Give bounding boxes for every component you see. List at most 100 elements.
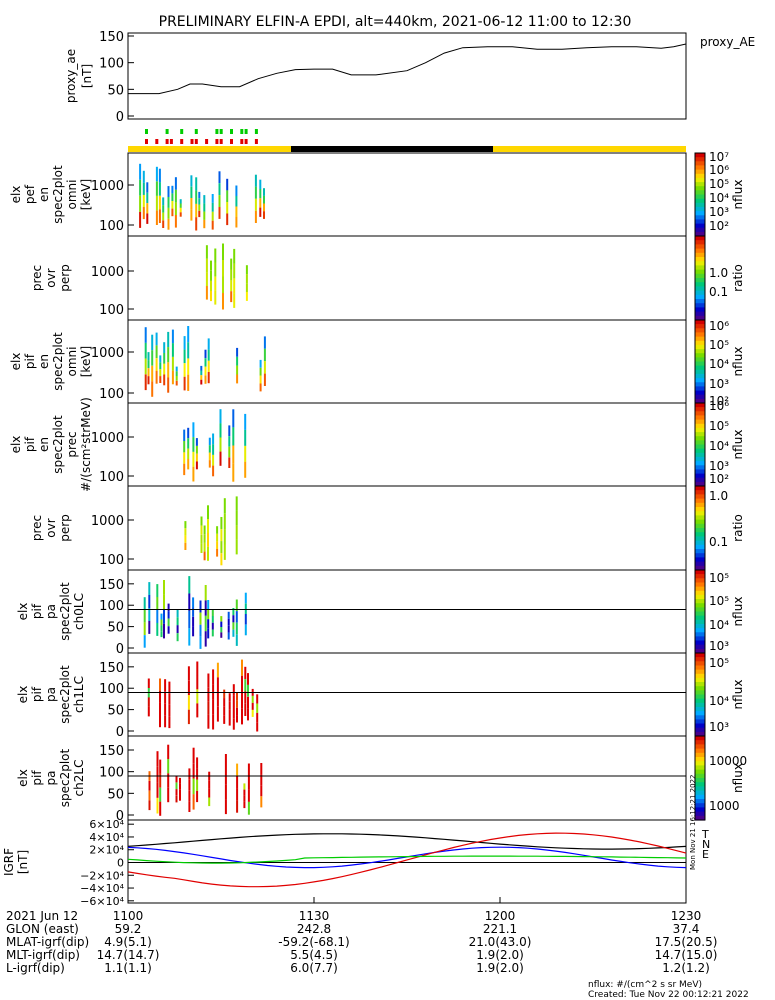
colorbar-segment [695,436,705,441]
spectrogram-cell [183,463,186,476]
spectrogram-cell [187,448,190,459]
spectrogram-cell [210,280,212,291]
spectrogram-cell [245,265,248,275]
spectrogram-cell [236,700,238,708]
spectrogram-cell [208,445,211,453]
colorbar-segment [695,511,705,516]
xaxis-row-value: 242.8 [297,922,331,936]
igrf-line-green [127,855,687,864]
colorbar-tick-label: 10² [709,394,729,408]
spectrogram-cell [179,207,182,213]
colorbar-segment [695,390,705,396]
spectrogram-cell [155,332,158,346]
spectrogram-cell [232,608,235,616]
colorbar-segment [695,427,705,433]
spectrogram-cell [207,619,210,629]
spectrogram-cell [159,355,162,363]
panel-ytick-label: 1000 [91,514,124,529]
colorbar-tick-label: 10⁷ [709,150,729,164]
spectrogram-cell [218,195,221,207]
colorbar-segment [695,456,705,462]
colorbar-segment [695,765,705,771]
igrf-frame [127,819,687,904]
spectrogram-cell [163,342,166,353]
spectrogram-cell [245,274,248,283]
panel-ytick-label: 100 [99,470,124,485]
colorbar-segment [695,528,705,533]
spectrogram-cell [143,609,146,623]
colorbar-segment [695,644,705,650]
colorbar-segment [695,307,705,313]
spectrogram-cell [254,174,257,187]
colorbar-segment [695,719,705,725]
spectrogram-cell [219,409,222,424]
xaxis-row-value: 1230 [671,909,702,923]
spectrogram-cell [212,465,215,477]
spectrogram-cell [228,446,231,458]
panel-ylabel-line: prec [30,515,44,541]
colorbar-segment [695,632,705,638]
colorbar-segment [695,628,705,633]
panel-ytick-label: 150 [99,661,124,676]
spectrogram-cell [142,170,145,183]
spectrogram-cell [232,615,235,623]
spectrogram-cell [159,678,161,691]
spectrogram-cell [259,359,262,368]
panel-ytick-label: 150 [99,744,124,759]
spectrogram-cell [159,362,162,370]
spectrogram-cell [230,269,233,281]
spectrogram-cell [146,192,149,204]
spectrogram-cell [235,599,238,612]
spectrogram-cell [167,207,170,219]
spectrogram-cell [184,542,187,550]
spectrogram-cell [156,782,159,798]
spectrogram-cell [232,622,235,630]
red-flag-mark [155,139,159,144]
spectrogram-cell [260,774,263,786]
colorbar-label: nflux [731,430,745,460]
panel-ylabel-line: ch2LC [72,760,86,797]
colorbar-segment [695,432,705,437]
panel-ylabel-line: spec2plot [58,665,72,724]
colorbar-segment [695,248,705,254]
spectrogram-cell [175,366,178,372]
spectrogram-cell [187,666,190,681]
colorbar-segment [695,186,705,191]
spectrogram-cell [146,213,149,224]
spectrogram-cell [247,673,249,685]
colorbar-segment [695,303,705,308]
colorbar-segment [695,811,705,817]
spectrogram-cell [196,768,199,780]
colorbar-segment [695,261,705,266]
colorbar-segment [695,219,705,225]
colorbar-segment [695,328,705,334]
colorbar-segment [695,469,705,475]
green-flag-mark [230,129,233,134]
spectrogram-cell [147,678,150,688]
proxy-ae-ytick-label: 0 [116,110,124,125]
colorbar-segment [695,502,705,508]
spectrogram-cell [223,689,226,699]
footer-units: nflux: #/(cm^2 s sr MeV) [588,980,702,990]
red-flag-mark [180,139,184,144]
spectrogram-cell [147,368,150,377]
spectrogram-cell [254,198,257,211]
spectrogram-cell [155,195,158,211]
spectrogram-cell [205,258,208,273]
spectrogram-cell [259,179,262,189]
panel-frame [127,735,687,821]
colorbar-segment [695,690,705,696]
spectrogram-cell [146,203,149,214]
green-flag-mark [240,129,244,134]
red-flag-mark [215,139,219,144]
panel-ytick-label: 0 [116,809,124,824]
spectrogram-cell [235,622,238,635]
igrf-ytick-label: −4×10⁴ [80,882,124,895]
colorbar-segment [695,744,705,750]
colorbar-segment [695,665,705,671]
spectrogram-cell [207,519,209,533]
proxy-ae-frame [127,32,687,120]
colorbar-segment [695,332,705,338]
panel-ytick-label: 1000 [91,346,124,361]
